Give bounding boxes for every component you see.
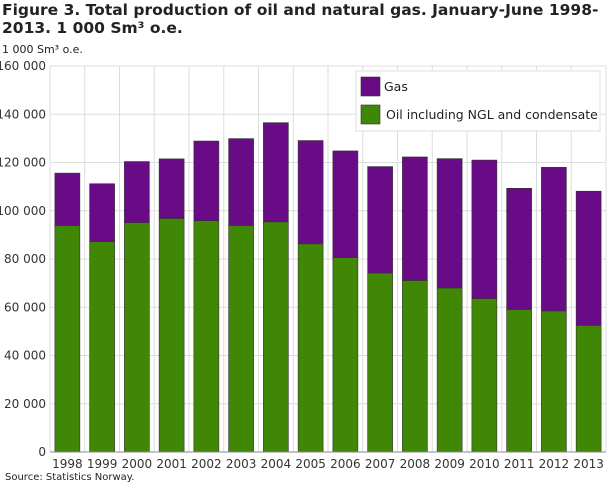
bar-gas-2002 bbox=[193, 140, 220, 221]
x-tick-label: 2008 bbox=[400, 457, 431, 471]
bar-gas-2005 bbox=[297, 140, 324, 245]
legend-swatch bbox=[360, 104, 381, 125]
legend-swatch bbox=[360, 76, 381, 97]
y-tick-label: 80 000 bbox=[4, 252, 46, 266]
bar-oil-2011 bbox=[506, 309, 532, 453]
x-tick-label: 2003 bbox=[226, 457, 257, 471]
y-tick-label: 40 000 bbox=[4, 349, 46, 363]
bar-oil-2002 bbox=[193, 220, 220, 453]
x-tick-label: 1998 bbox=[52, 457, 83, 471]
bar-gas-2007 bbox=[367, 166, 393, 274]
x-tick-label: 2005 bbox=[295, 457, 326, 471]
bar-gas-2003 bbox=[228, 138, 254, 226]
bar-oil-2012 bbox=[541, 310, 567, 453]
x-tick-label: 2010 bbox=[469, 457, 500, 471]
bar-gas-2012 bbox=[541, 167, 567, 312]
y-axis-label: 1 000 Sm³ o.e. bbox=[2, 43, 83, 56]
bar-gas-2008 bbox=[402, 156, 428, 281]
bar-oil-2013 bbox=[575, 325, 602, 453]
bar-oil-2007 bbox=[367, 272, 393, 453]
bar-oil-2010 bbox=[471, 298, 498, 453]
source-note: Source: Statistics Norway. bbox=[5, 472, 135, 483]
bar-gas-2001 bbox=[158, 158, 185, 219]
x-tick-label: 2009 bbox=[434, 457, 465, 471]
y-tick-label: 100 000 bbox=[0, 204, 46, 218]
x-tick-label: 2011 bbox=[504, 457, 535, 471]
bar-oil-2008 bbox=[402, 280, 428, 453]
bar-gas-2006 bbox=[332, 150, 359, 258]
bar-oil-1999 bbox=[89, 241, 115, 453]
bar-oil-2003 bbox=[228, 225, 254, 453]
bar-gas-2000 bbox=[124, 161, 150, 223]
x-tick-label: 1999 bbox=[87, 457, 118, 471]
bar-oil-2009 bbox=[436, 287, 463, 453]
bar-gas-2004 bbox=[263, 122, 289, 223]
bar-gas-2009 bbox=[436, 158, 463, 289]
x-tick-label: 2007 bbox=[365, 457, 396, 471]
bar-oil-2000 bbox=[124, 222, 150, 453]
x-tick-label: 2012 bbox=[539, 457, 570, 471]
x-tick-label: 2000 bbox=[122, 457, 153, 471]
y-tick-label: 60 000 bbox=[4, 300, 46, 314]
bar-gas-2013 bbox=[575, 190, 602, 326]
y-tick-label: 0 bbox=[38, 445, 46, 459]
x-tick-label: 2004 bbox=[261, 457, 292, 471]
x-tick-label: 2013 bbox=[573, 457, 604, 471]
chart-title: Figure 3. Total production of oil and na… bbox=[2, 1, 599, 37]
bar-gas-2010 bbox=[471, 159, 498, 299]
bar-gas-1998 bbox=[54, 172, 81, 226]
y-tick-label: 120 000 bbox=[0, 156, 46, 170]
bar-gas-1999 bbox=[89, 183, 115, 242]
bar-oil-2006 bbox=[332, 257, 359, 453]
x-tick-label: 2006 bbox=[330, 457, 361, 471]
bar-oil-2004 bbox=[263, 221, 289, 453]
legend-label: Oil including NGL and condensate bbox=[386, 107, 598, 122]
y-tick-label: 140 000 bbox=[0, 107, 46, 121]
bar-oil-2001 bbox=[158, 218, 185, 453]
x-tick-label: 2002 bbox=[191, 457, 222, 471]
y-tick-label: 160 000 bbox=[0, 59, 46, 73]
legend-label: Gas bbox=[384, 79, 408, 94]
legend-box bbox=[355, 70, 601, 132]
bar-oil-2005 bbox=[297, 243, 324, 453]
bar-gas-2011 bbox=[506, 188, 532, 310]
y-tick-label: 20 000 bbox=[4, 397, 46, 411]
x-tick-label: 2001 bbox=[156, 457, 187, 471]
bar-oil-1998 bbox=[54, 225, 81, 453]
